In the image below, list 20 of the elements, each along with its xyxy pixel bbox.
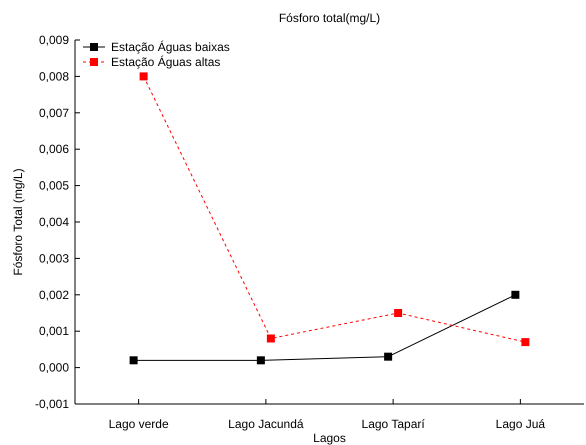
chart-title: Fósforo total(mg/L) bbox=[278, 11, 380, 25]
y-tick-label: 0,008 bbox=[38, 69, 70, 84]
y-tick-label: 0,002 bbox=[38, 288, 70, 302]
x-tick-label: Lago verde bbox=[108, 417, 169, 431]
y-tick-label: 0,001 bbox=[38, 324, 70, 338]
x-axis-title: Lagos bbox=[313, 431, 346, 445]
y-tick-label: 0,000 bbox=[38, 360, 70, 375]
x-tick-label: Lago Juá bbox=[496, 417, 546, 431]
y-tick-label: 0,009 bbox=[38, 33, 70, 47]
y-tick-label: 0,005 bbox=[38, 178, 70, 193]
y-tick-label: 0,004 bbox=[38, 215, 70, 229]
legend-label: Estação Águas baixas bbox=[111, 40, 230, 54]
x-tick-label: Lago Taparí bbox=[362, 417, 426, 431]
y-axis-title: Fósforo Total (mg/L) bbox=[11, 168, 25, 276]
y-tick-label: 0,007 bbox=[38, 106, 70, 120]
y-tick-label: -0,001 bbox=[34, 397, 70, 411]
y-tick-label: 0,006 bbox=[38, 142, 70, 156]
y-tick-label: 0,003 bbox=[38, 251, 70, 266]
legend-label: Estação Águas altas bbox=[111, 55, 220, 69]
x-tick-label: Lago Jacundá bbox=[228, 417, 304, 431]
